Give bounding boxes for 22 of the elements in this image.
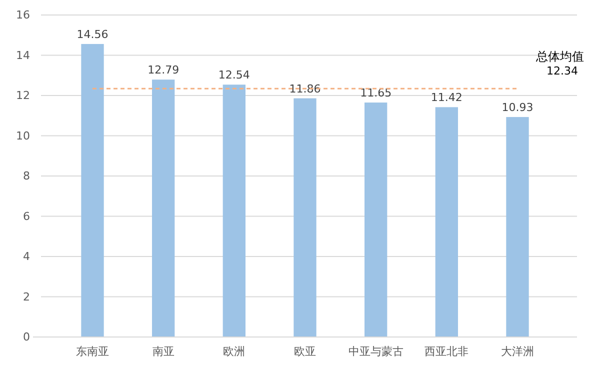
y-tick-label: 2 [23,290,30,304]
x-tick-label: 南亚 [152,344,174,358]
y-tick-label: 6 [23,210,30,223]
x-tick-label: 西亚北非 [424,344,469,358]
y-tick-label: 8 [23,170,30,183]
data-label: 11.42 [430,91,462,104]
data-label: 10.93 [502,101,534,114]
y-tick-label: 4 [23,250,30,264]
y-tick-label: 12 [16,89,30,102]
data-label: 12.54 [218,68,250,82]
y-tick-label: 14 [16,48,30,62]
y-tick-label: 16 [16,8,30,22]
y-tick-label: 10 [16,129,30,142]
x-tick-label: 欧亚 [294,344,316,358]
x-tick-label: 中亚与蒙古 [348,344,404,358]
data-label: 14.56 [76,28,108,41]
data-label: 12.79 [148,64,180,77]
x-tick-label: 东南亚 [76,344,109,358]
y-tick-label: 0 [23,330,30,344]
ref-line-label: 总体均值 12.34 [535,50,584,78]
x-tick-label: 欧洲 [223,344,246,358]
x-tick-label: 大洋洲 [501,344,534,358]
